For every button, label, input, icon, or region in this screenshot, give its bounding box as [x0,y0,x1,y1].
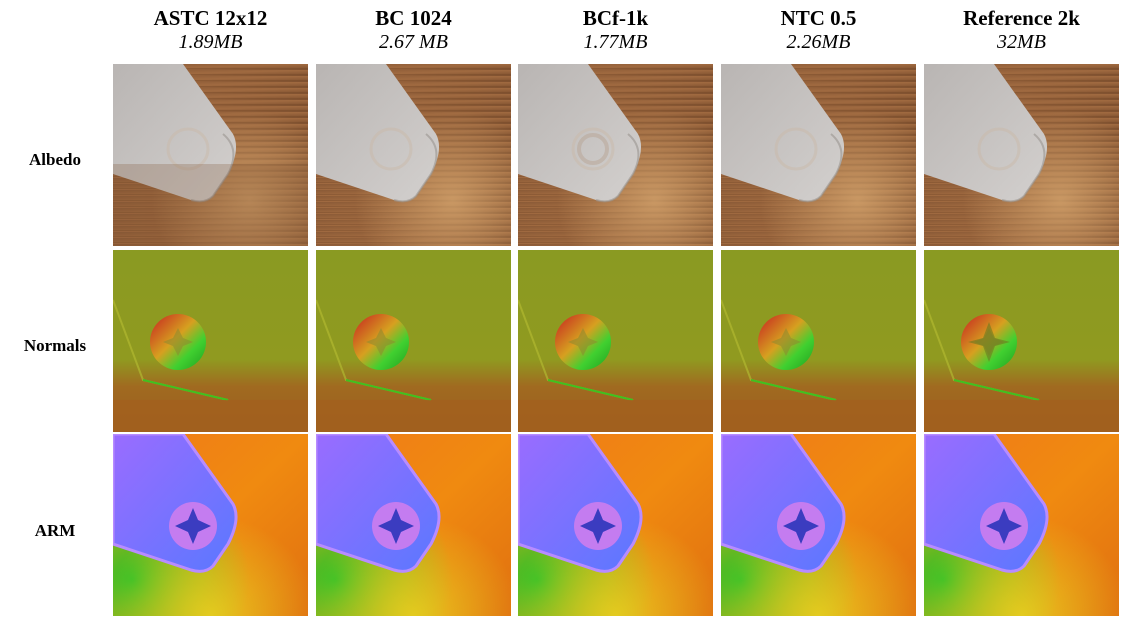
arm-ntc-image [721,434,916,616]
arm-bcf-image [518,434,713,616]
row-label-arm: ARM [34,521,76,540]
normals-ntc-image [721,250,916,432]
column-size: 2.26MB [786,31,851,53]
column-title: BC 1024 [375,6,452,30]
column-title: NTC 0.5 [780,6,857,30]
arm-reference-image [924,434,1119,616]
row-label-albedo: Albedo [29,150,81,169]
column-size: 32MB [997,31,1046,53]
normals-astc-image [113,250,308,432]
column-header-bcf: BCf-1k 1.77MB [518,6,713,54]
normals-reference-image [924,250,1119,432]
column-header-ntc: NTC 0.5 2.26MB [721,6,916,54]
column-size: 1.89MB [178,31,243,53]
normals-bcf-image [518,250,713,432]
albedo-ntc-image [721,64,916,246]
column-size: 2.67 MB [379,31,448,53]
column-header-reference: Reference 2k 32MB [924,6,1119,54]
normals-bc-image [316,250,511,432]
arm-astc-image [113,434,308,616]
column-size: 1.77MB [583,31,648,53]
arm-bc-image [316,434,511,616]
albedo-reference-image [924,64,1119,246]
albedo-astc-image [113,64,308,246]
column-title: BCf-1k [582,6,649,30]
column-title: Reference 2k [963,6,1080,30]
row-label-normals: Normals [23,336,87,355]
column-header-astc: ASTC 12x12 1.89MB [113,6,308,54]
column-title: ASTC 12x12 [153,6,268,30]
column-header-bc: BC 1024 2.67 MB [316,6,511,54]
albedo-bcf-image [518,64,713,246]
albedo-bc-image [316,64,511,246]
